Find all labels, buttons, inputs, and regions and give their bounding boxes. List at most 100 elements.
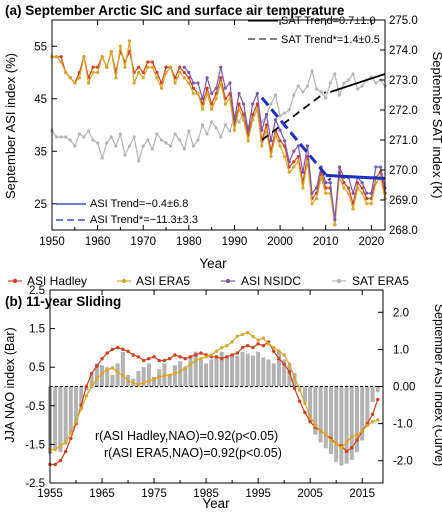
- point-asi-era5: [273, 133, 278, 138]
- point-asi-nsidc: [219, 65, 223, 69]
- a-xtick-label: 1990: [222, 236, 248, 248]
- point-asi-era5: [305, 160, 310, 164]
- point-asi-hadley: [141, 70, 145, 75]
- point-asi-era5: [228, 97, 232, 101]
- nao-bar: [370, 386, 375, 402]
- sat-trend-star-label: SAT Trend*=1.4±0.5: [281, 34, 380, 46]
- point-asi-era5: [342, 186, 346, 190]
- legend-label-asi-nsidc: ASI NSIDC: [241, 274, 301, 288]
- point-asi-era5: [126, 379, 130, 383]
- panel-a: (a) September Arctic SIC and surface air…: [3, 3, 442, 271]
- point-asi-nsidc: [251, 102, 255, 106]
- point-asi-hadley: [350, 446, 354, 450]
- point-asi-era5: [214, 97, 218, 101]
- point-asi-nsidc: [351, 191, 355, 195]
- point-asi-hadley: [264, 123, 268, 127]
- point-asi-hadley: [137, 65, 141, 69]
- point-asi-era5: [146, 65, 150, 69]
- nao-bar: [360, 386, 365, 441]
- point-asi-hadley: [187, 76, 191, 80]
- point-sat-era5: [237, 120, 241, 124]
- point-asi-era5: [59, 60, 63, 64]
- a-ytick-label: 35: [34, 146, 47, 158]
- point-asi-era5: [69, 431, 73, 435]
- a-xtick-label: 2000: [267, 236, 293, 248]
- nao-bar: [94, 363, 99, 387]
- nao-bar: [240, 351, 245, 387]
- point-asi-hadley: [292, 160, 296, 164]
- point-asi-nsidc: [200, 97, 205, 101]
- point-asi-nsidc: [296, 144, 300, 148]
- point-asi-era5: [89, 384, 94, 389]
- point-sat-era5: [187, 129, 191, 133]
- point-asi-nsidc: [374, 165, 378, 169]
- point-asi-hadley: [100, 356, 104, 361]
- point-asi-era5: [164, 70, 168, 75]
- nao-bar: [313, 386, 318, 435]
- point-asi-nsidc: [187, 70, 191, 75]
- point-asi-hadley: [155, 70, 159, 75]
- point-asi-hadley: [205, 86, 209, 90]
- point-asi-hadley: [376, 397, 380, 402]
- point-asi-era5: [150, 65, 154, 69]
- b-xtick-label: 1965: [89, 488, 115, 500]
- nao-bar: [152, 376, 157, 387]
- b-ytick-label: -0.5: [25, 401, 45, 413]
- point-asi-hadley: [237, 102, 241, 106]
- nao-bar: [188, 355, 193, 387]
- point-sat-era5: [132, 135, 136, 139]
- asi-trend-star-annotation: ASI Trend*=−11.3±3.3: [56, 214, 198, 226]
- point-asi-era5: [73, 81, 77, 85]
- point-sat-era5: [91, 138, 95, 142]
- point-sat-era5: [77, 132, 81, 136]
- point-asi-era5: [162, 373, 167, 378]
- point-asi-era5: [53, 447, 57, 452]
- nao-bar: [53, 386, 58, 449]
- nao-bar: [245, 353, 250, 387]
- point-asi-era5: [324, 433, 328, 437]
- point-asi-era5: [84, 394, 89, 398]
- point-asi-era5: [105, 65, 109, 69]
- point-sat-era5: [118, 132, 123, 136]
- point-asi-era5: [187, 81, 191, 85]
- point-sat-era5: [351, 72, 355, 76]
- b-ytick-right-label: 1.0: [393, 344, 409, 356]
- point-sat-era5: [68, 138, 72, 142]
- nao-bar: [105, 367, 110, 387]
- point-sat-era5: [333, 72, 337, 76]
- nao-bar: [178, 361, 183, 387]
- point-sat-era5: [86, 129, 91, 133]
- point-sat-era5: [169, 144, 173, 148]
- trend-line-asi-trend-star: [260, 96, 332, 182]
- nao-bar: [354, 386, 360, 453]
- point-asi-era5: [132, 81, 136, 85]
- point-asi-era5: [77, 76, 81, 80]
- point-asi-hadley: [53, 462, 57, 467]
- point-asi-hadley: [162, 358, 167, 363]
- point-sat-era5: [337, 93, 341, 97]
- point-asi-nsidc: [287, 160, 291, 164]
- legend-item-asi-era5: ASI ERA5: [117, 274, 190, 288]
- legend-label-asi-era5: ASI ERA5: [136, 274, 190, 288]
- point-asi-hadley: [360, 186, 364, 190]
- point-asi-hadley: [278, 139, 282, 143]
- point-asi-era5: [329, 438, 333, 443]
- a-ytick-right-label: 274.0: [389, 45, 418, 57]
- point-asi-hadley: [303, 410, 307, 415]
- nao-bar: [120, 351, 125, 387]
- point-asi-hadley: [63, 449, 68, 454]
- point-sat-era5: [100, 156, 104, 160]
- sat-trend-annotation: SAT Trend=0.7±1.0: [248, 15, 376, 27]
- nao-bar: [323, 386, 328, 449]
- point-asi-era5: [147, 379, 151, 383]
- point-sat-era5: [328, 81, 332, 85]
- point-sat-era5: [305, 84, 310, 88]
- point-asi-hadley: [355, 438, 359, 443]
- nao-bar: [167, 374, 172, 387]
- point-asi-era5: [141, 76, 145, 80]
- point-sat-era5: [269, 102, 273, 106]
- nao-bar: [204, 363, 209, 387]
- point-asi-era5: [100, 55, 104, 59]
- a-ytick-label: 55: [34, 41, 47, 53]
